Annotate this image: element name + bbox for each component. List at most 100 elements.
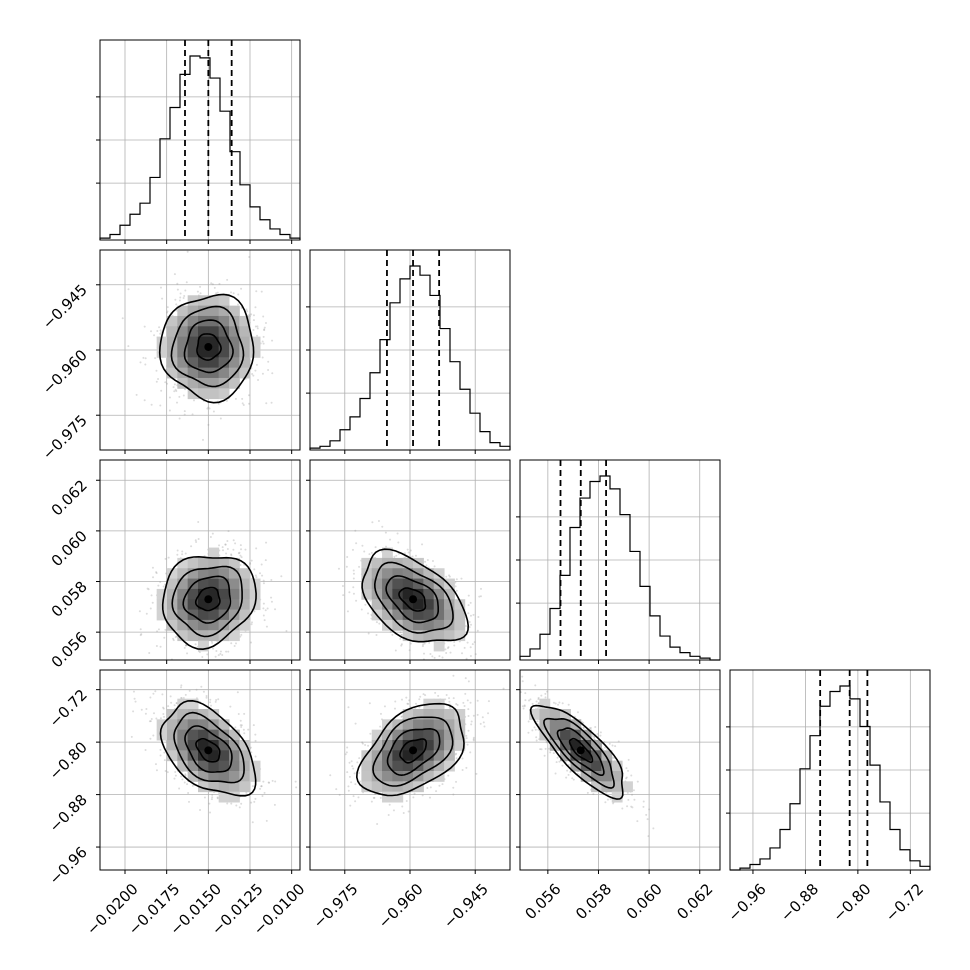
scatter-point xyxy=(162,713,165,716)
scatter-point xyxy=(364,744,367,747)
density-cell xyxy=(392,750,404,762)
scatter-point xyxy=(349,804,352,807)
scatter-point xyxy=(217,402,220,405)
scatter-point xyxy=(151,566,154,569)
scatter-point xyxy=(155,769,158,772)
scatter-point xyxy=(244,548,247,551)
scatter-point xyxy=(367,612,370,615)
scatter-point xyxy=(144,749,147,752)
scatter-point xyxy=(156,330,159,333)
scatter-point xyxy=(453,644,456,647)
density-cell xyxy=(433,640,445,652)
scatter-point xyxy=(352,572,355,575)
scatter-point xyxy=(423,642,426,645)
scatter-point xyxy=(138,610,141,613)
scatter-point xyxy=(400,644,403,647)
scatter-point xyxy=(348,761,351,764)
scatter-point xyxy=(210,798,213,801)
scatter-point xyxy=(160,331,163,334)
density-cell xyxy=(218,568,230,580)
density-cell xyxy=(187,750,199,762)
density-cell xyxy=(208,760,220,772)
density-cell xyxy=(198,770,209,782)
contour-line xyxy=(196,333,222,361)
scatter-point xyxy=(211,283,214,286)
scatter-point xyxy=(237,552,240,555)
scatter-point xyxy=(211,793,214,796)
scatter-point xyxy=(237,712,240,715)
density-cell xyxy=(413,708,424,720)
scatter-point xyxy=(240,802,243,805)
density-cell xyxy=(198,357,209,369)
density-cell xyxy=(177,336,189,348)
scatter-point xyxy=(240,726,243,729)
density-cell xyxy=(167,619,178,631)
scatter-point xyxy=(155,369,158,372)
scatter-point xyxy=(252,724,255,727)
scatter-point xyxy=(134,700,137,703)
density-cell xyxy=(218,619,230,631)
scatter-point xyxy=(462,701,465,704)
density-cell xyxy=(361,760,373,772)
scatter-point xyxy=(183,294,186,297)
scatter-point xyxy=(217,654,220,657)
scatter-point xyxy=(388,803,391,806)
scatter-point xyxy=(157,377,160,380)
scatter-point xyxy=(216,291,219,294)
density-cell xyxy=(208,346,220,358)
density-cell xyxy=(239,599,251,611)
scatter-point xyxy=(346,610,349,613)
density-cell xyxy=(371,770,383,782)
scatter-point xyxy=(472,714,475,717)
density-cell xyxy=(218,729,230,741)
scatter-point xyxy=(237,303,240,306)
scatter-point xyxy=(174,636,177,639)
scatter-point xyxy=(162,706,165,709)
scatter-point xyxy=(235,804,238,807)
density-cell xyxy=(402,557,414,569)
contour-line xyxy=(182,575,232,624)
density-cell xyxy=(177,698,189,710)
scatter-point xyxy=(132,710,135,713)
scatter-point xyxy=(230,802,233,805)
scatter-point xyxy=(250,621,253,624)
scatter-point xyxy=(403,552,406,555)
scatter-point xyxy=(361,742,364,745)
scatter-point xyxy=(465,766,468,769)
scatter-point xyxy=(226,539,229,542)
density-cell xyxy=(208,630,220,642)
scatter-point xyxy=(465,734,468,737)
scatter-point xyxy=(159,329,162,332)
scatter-point xyxy=(472,738,475,741)
density-cell xyxy=(229,578,240,590)
scatter-point xyxy=(396,532,399,535)
scatter-point xyxy=(186,652,189,655)
scatter-point xyxy=(161,693,164,696)
scatter-point xyxy=(399,631,402,634)
scatter-point xyxy=(266,607,269,610)
scatter-point xyxy=(452,793,455,796)
scatter-point xyxy=(211,796,214,799)
scatter-point xyxy=(474,653,477,656)
scatter-point xyxy=(147,588,150,591)
scatter-point xyxy=(139,634,142,637)
scatter-point xyxy=(262,342,265,345)
scatter-point xyxy=(145,708,148,711)
scatter-point xyxy=(206,407,209,410)
density-cell xyxy=(371,557,383,569)
density-cell xyxy=(198,719,209,731)
scatter-point xyxy=(206,653,209,656)
scatter-point xyxy=(438,655,441,658)
density-cell xyxy=(218,739,230,751)
scatter-point xyxy=(199,285,202,288)
scatter-point xyxy=(196,290,199,293)
scatter-point xyxy=(271,339,274,342)
scatter-point xyxy=(422,643,425,646)
density-cell xyxy=(177,305,189,317)
scatter-panel-2-0 xyxy=(96,459,301,664)
density-cell xyxy=(218,791,230,803)
density-cell xyxy=(239,588,251,600)
scatter-point xyxy=(361,544,364,547)
scatter-point xyxy=(468,621,471,624)
scatter-point xyxy=(434,691,437,694)
